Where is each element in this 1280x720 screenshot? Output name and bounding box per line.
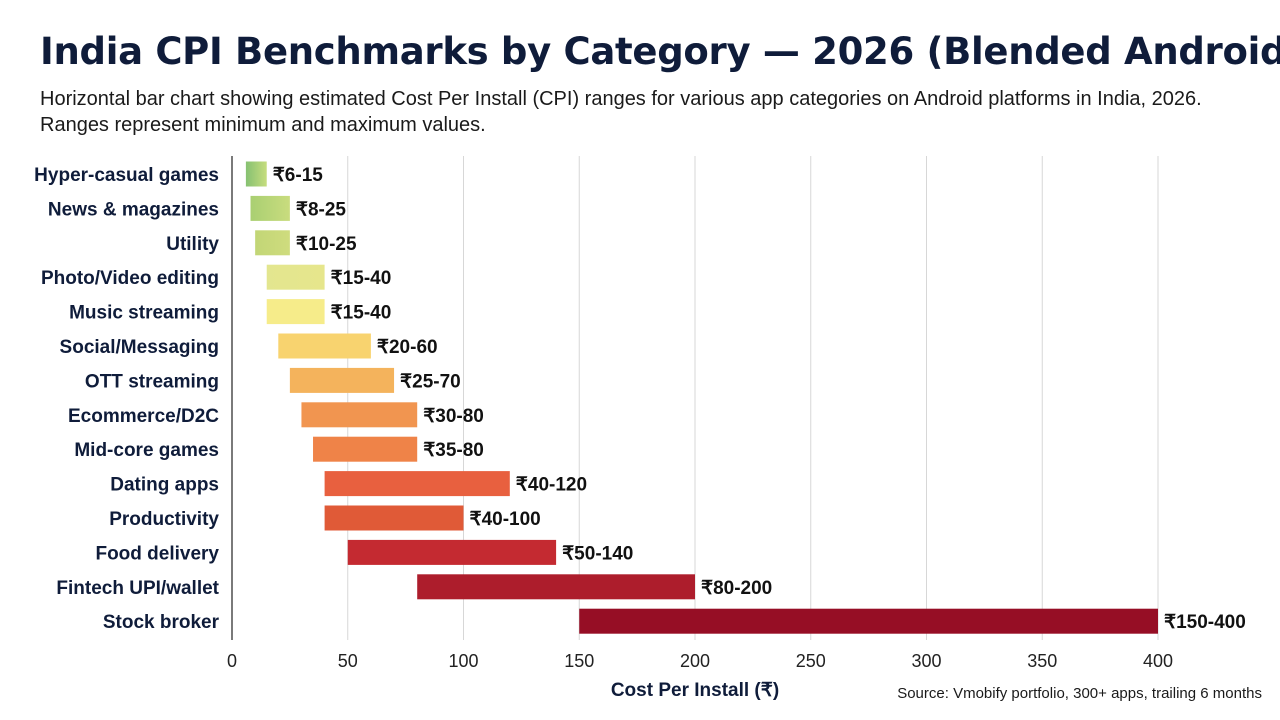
chart-title: India CPI Benchmarks by Category — 2026 …	[40, 30, 1280, 73]
category-label: Food delivery	[95, 543, 219, 564]
source-note: Source: Vmobify portfolio, 300+ apps, tr…	[897, 685, 1262, 702]
data-label: ₹35-80	[423, 440, 484, 461]
category-label: Social/Messaging	[60, 337, 219, 358]
category-label: Mid-core games	[74, 440, 219, 461]
data-label: ₹10-25	[296, 234, 357, 255]
category-label: News & magazines	[48, 199, 219, 220]
data-label: ₹40-120	[516, 475, 587, 496]
gridlines	[347, 156, 1159, 640]
bar-food-delivery	[347, 539, 557, 565]
x-tick-label: 50	[338, 651, 358, 671]
data-label: ₹15-40	[331, 268, 392, 289]
value-labels: ₹6-15 ₹8-25 ₹10-25 ₹15-40 ₹15-40 ₹20-60 ₹25-70…	[273, 165, 1246, 633]
bar-stock-broker	[579, 608, 1158, 634]
category-label: Hyper-casual games	[34, 165, 219, 186]
x-tick-label: 200	[680, 651, 710, 671]
x-tick-label: 250	[796, 651, 826, 671]
x-tick-label: 400	[1143, 651, 1173, 671]
category-label: Stock broker	[103, 612, 220, 633]
x-tick-label: 0	[227, 651, 237, 671]
x-tick-label: 150	[564, 651, 594, 671]
data-label: ₹30-80	[423, 406, 484, 427]
data-label: ₹20-60	[377, 337, 438, 358]
data-label: ₹15-40	[331, 303, 392, 324]
category-label: Utility	[166, 234, 219, 255]
bar-hyper-casual-games	[245, 161, 267, 187]
chart-subtitle: Horizontal bar chart showing estimated C…	[40, 88, 1202, 136]
data-label: ₹6-15	[273, 165, 324, 186]
x-tick-labels: 0 50 100 150 200 250 300 350 400	[227, 651, 1173, 671]
bar-music-streaming	[266, 299, 325, 325]
category-label: Dating apps	[110, 475, 219, 496]
bar-ott-streaming	[289, 367, 395, 393]
bars	[245, 161, 1158, 634]
category-label: Ecommerce/D2C	[68, 406, 219, 427]
data-label: ₹150-400	[1164, 612, 1246, 633]
data-label: ₹50-140	[562, 543, 633, 564]
data-label: ₹25-70	[400, 371, 461, 392]
bar-social-messaging	[278, 333, 371, 359]
data-label: ₹80-200	[701, 578, 772, 599]
x-tick-label: 300	[911, 651, 941, 671]
bar-productivity	[324, 505, 464, 531]
data-label: ₹40-100	[470, 509, 541, 530]
category-label: OTT streaming	[85, 371, 219, 392]
category-labels: Hyper-casual games News & magazines Utilit…	[34, 165, 219, 633]
category-label: Photo/Video editing	[41, 268, 219, 289]
x-axis-title: Cost Per Install (₹)	[611, 680, 779, 701]
x-tick-label: 350	[1027, 651, 1057, 671]
bar-photo-video-editing	[266, 264, 325, 290]
data-label: ₹8-25	[296, 199, 347, 220]
category-label: Music streaming	[69, 303, 219, 324]
bar-dating-apps	[324, 471, 510, 497]
category-label: Productivity	[109, 509, 219, 530]
bar-fintech-upi-wallet	[417, 574, 695, 600]
bar-news-magazines	[250, 195, 290, 221]
bar-ecommerce-d2c	[301, 402, 418, 428]
bar-utility	[255, 230, 290, 256]
category-label: Fintech UPI/wallet	[56, 578, 219, 599]
x-tick-label: 100	[448, 651, 478, 671]
bar-mid-core-games	[313, 436, 418, 462]
